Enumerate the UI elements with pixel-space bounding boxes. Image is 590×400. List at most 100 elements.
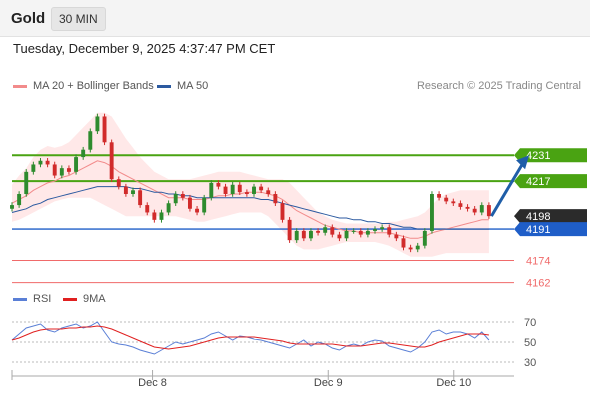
candle-body <box>209 182 214 198</box>
level-tag-4231 <box>514 148 587 163</box>
candle-body <box>123 186 128 194</box>
candle-body <box>223 186 228 194</box>
level-tag-4217 <box>514 174 587 189</box>
candle-body <box>237 184 242 193</box>
level-tag-4191 <box>514 222 587 237</box>
candle-body <box>152 212 157 220</box>
candle-body <box>422 230 427 246</box>
candle-body <box>138 190 143 206</box>
candle-body <box>280 203 285 220</box>
level-label-4174: 4174 <box>526 255 550 267</box>
candle-body <box>344 230 349 239</box>
legend-rsi-ma: 9MA <box>63 293 106 305</box>
candle-body <box>394 234 399 239</box>
candle-body <box>323 227 328 233</box>
legend-ma50-swatch <box>157 84 171 88</box>
candle-body <box>287 219 292 241</box>
candle-body <box>465 206 470 209</box>
candle-body <box>187 197 192 209</box>
candle-body <box>66 168 71 172</box>
candle-body <box>202 197 207 213</box>
candle-body <box>408 247 413 250</box>
level-label-4231: 4231 <box>526 150 550 162</box>
candle-body <box>373 229 377 231</box>
candle-body <box>10 205 14 209</box>
ma20-line <box>11 160 489 239</box>
candle-body <box>52 164 57 176</box>
ma50-line <box>11 186 489 230</box>
candle-body <box>17 194 22 206</box>
candle-body <box>444 197 449 202</box>
candle-body <box>131 190 135 194</box>
candle-body <box>145 205 150 213</box>
candle-body <box>301 230 306 239</box>
legend-rsi-ma-label: 9MA <box>83 293 106 305</box>
candle-body <box>337 234 342 239</box>
candle-body <box>380 227 385 230</box>
candle-body <box>415 245 420 250</box>
research-credit: Research © 2025 Trading Central <box>416 80 581 92</box>
bollinger-band <box>12 112 489 257</box>
candle-body <box>259 186 264 191</box>
candle-body <box>166 203 171 213</box>
candle-body <box>351 230 356 232</box>
candle-body <box>365 230 370 235</box>
forecast-arrow-head <box>516 155 530 170</box>
chart-header: Gold 30 MIN <box>0 0 590 37</box>
candle-body <box>472 208 477 213</box>
candle-body <box>81 149 86 158</box>
candle-body <box>24 171 29 194</box>
candle-body <box>387 227 392 235</box>
legend-rsi-ma-swatch <box>63 297 77 301</box>
candle-body <box>59 168 64 176</box>
candle-body <box>244 192 249 194</box>
candle-body <box>116 179 121 187</box>
x-tick-label: Dec 9 <box>314 377 343 389</box>
rsi-ma-line <box>11 325 489 350</box>
candle-body <box>159 212 164 220</box>
level-label-4198: 4198 <box>526 211 550 223</box>
candle-body <box>330 227 335 235</box>
candle-body <box>216 182 221 187</box>
candle-body <box>74 157 79 172</box>
x-tick-label: Dec 10 <box>436 377 471 389</box>
legend-ma50: MA 50 <box>157 80 208 92</box>
level-label-4217: 4217 <box>526 176 550 188</box>
candle-body <box>88 131 93 150</box>
x-tick-label: Dec 8 <box>138 377 167 389</box>
interval-button[interactable]: 30 MIN <box>51 7 106 31</box>
legend-rsi-swatch <box>13 297 27 301</box>
legend-bb-label: MA 20 + Bollinger Bands <box>33 80 154 92</box>
candle-body <box>401 238 406 248</box>
level-label-4162: 4162 <box>526 278 550 290</box>
candle-body <box>451 201 456 204</box>
candle-body <box>173 194 178 204</box>
level-tag-4198 <box>514 209 587 224</box>
candle-body <box>358 230 363 235</box>
candle-body <box>180 194 185 198</box>
candle-body <box>95 116 100 132</box>
candle-body <box>479 205 484 213</box>
candle-body <box>273 194 278 204</box>
candle-body <box>102 116 107 143</box>
candle-body <box>252 186 256 194</box>
timestamp: Tuesday, December 9, 2025 4:37:47 PM CET <box>13 41 276 56</box>
candle-body <box>230 184 235 194</box>
candle-body <box>429 194 434 231</box>
candle-body <box>38 160 43 165</box>
legend-rsi-label: RSI <box>33 293 52 305</box>
rsi-tick-label: 50 <box>524 337 536 349</box>
candle-body <box>437 194 442 198</box>
legend-bb-swatch <box>13 84 27 88</box>
candle-body <box>458 203 463 207</box>
candle-body <box>31 164 36 172</box>
candle-body <box>195 208 200 213</box>
candle-body <box>266 190 271 194</box>
candle-body <box>45 160 50 165</box>
candle-body <box>294 230 299 241</box>
forecast-arrow-shaft <box>490 160 526 217</box>
candle-body <box>316 230 321 233</box>
rsi-tick-label: 30 <box>524 357 536 369</box>
instrument-title: Gold <box>11 10 46 27</box>
